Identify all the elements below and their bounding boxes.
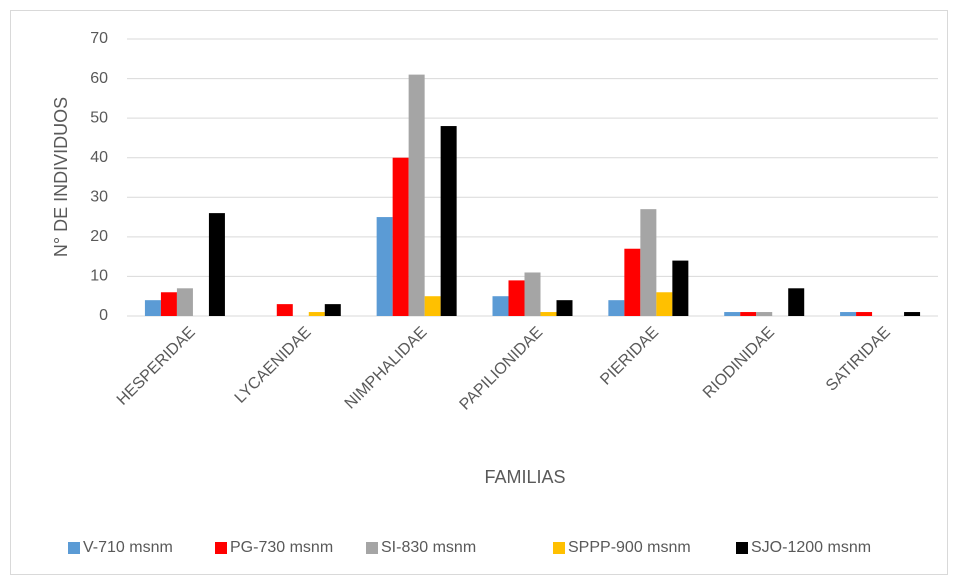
legend-label: SJO-1200 msnm xyxy=(751,539,871,556)
y-axis-title: N° DE INDIVIDUOS xyxy=(51,97,71,257)
bar xyxy=(524,272,541,316)
bar xyxy=(840,312,857,316)
bar xyxy=(144,300,161,316)
y-tick-label: 70 xyxy=(90,30,108,47)
bar xyxy=(176,288,193,316)
legend-label: SI-830 msnm xyxy=(381,539,476,556)
legend-swatch xyxy=(553,542,565,554)
bar xyxy=(276,304,293,316)
bar xyxy=(656,292,673,316)
legend-label: V-710 msnm xyxy=(83,539,173,556)
bar xyxy=(324,304,341,316)
legend-swatch xyxy=(215,542,227,554)
bar xyxy=(540,312,557,316)
bar xyxy=(208,213,225,316)
y-tick-label: 10 xyxy=(90,268,108,285)
legend-swatch xyxy=(68,542,80,554)
bar xyxy=(740,312,757,316)
y-tick-label: 60 xyxy=(90,70,108,87)
legend-swatch xyxy=(366,542,378,554)
bar xyxy=(160,292,177,316)
bar xyxy=(904,312,921,316)
bar xyxy=(440,126,457,316)
bar xyxy=(608,300,625,316)
bar xyxy=(424,296,441,316)
y-tick-label: 50 xyxy=(90,109,108,126)
bar xyxy=(624,248,641,316)
y-tick-label: 0 xyxy=(99,307,108,324)
y-tick-label: 40 xyxy=(90,149,108,166)
bar xyxy=(788,288,805,316)
bar xyxy=(508,280,525,316)
legend-swatch xyxy=(736,542,748,554)
bar xyxy=(408,74,425,316)
chart-border xyxy=(10,10,948,575)
bar xyxy=(756,312,773,316)
bar xyxy=(492,296,509,316)
bar xyxy=(308,312,325,316)
bar xyxy=(556,300,573,316)
bar xyxy=(724,312,741,316)
bar xyxy=(392,157,409,316)
legend-label: SPPP-900 msnm xyxy=(568,539,691,556)
y-tick-label: 20 xyxy=(90,228,108,245)
legend-label: PG-730 msnm xyxy=(230,539,333,556)
x-axis-title: FAMILIAS xyxy=(484,467,565,487)
y-tick-label: 30 xyxy=(90,189,108,206)
bar xyxy=(376,217,393,316)
bar xyxy=(672,260,689,316)
bar xyxy=(640,209,657,316)
bar xyxy=(856,312,873,316)
